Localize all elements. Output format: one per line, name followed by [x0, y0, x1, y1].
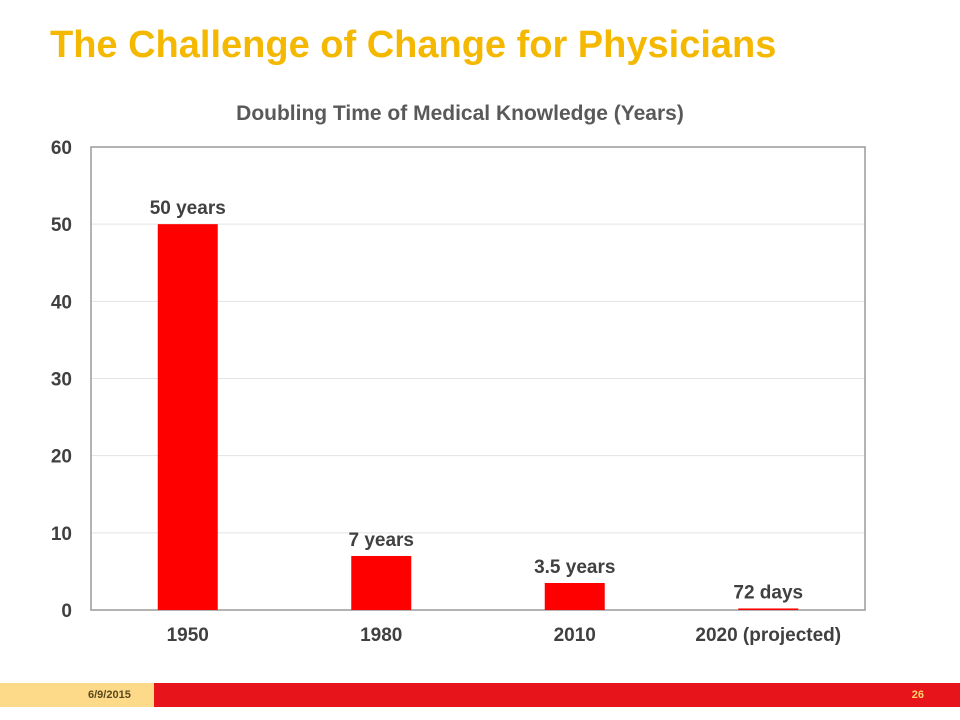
chart-title: Doubling Time of Medical Knowledge (Year… [236, 102, 684, 125]
data-label: 3.5 years [534, 557, 615, 578]
data-label: 72 days [733, 582, 803, 603]
footer-left-band [0, 683, 154, 707]
y-tick-label: 30 [51, 370, 72, 391]
y-tick-label: 20 [51, 447, 72, 468]
footer-right-band [154, 683, 960, 707]
y-tick-label: 40 [51, 292, 72, 313]
bar [157, 224, 218, 610]
y-tick-label: 10 [51, 524, 72, 545]
bar [738, 608, 799, 610]
bar [351, 555, 412, 610]
data-label: 50 years [150, 198, 226, 219]
bar [544, 582, 605, 610]
data-label: 7 years [348, 530, 414, 551]
x-tick-label: 2020 (projected) [695, 625, 841, 646]
slide-title: The Challenge of Change for Physicians [50, 24, 777, 66]
footer-date: 6/9/2015 [88, 689, 131, 701]
page-number: 26 [911, 689, 924, 701]
x-tick-label: 1950 [167, 625, 209, 646]
x-tick-label: 2010 [554, 625, 596, 646]
y-tick-label: 0 [61, 601, 72, 622]
bar-chart: Doubling Time of Medical Knowledge (Year… [51, 102, 866, 646]
plot-area-border [90, 146, 866, 611]
x-tick-label: 1980 [360, 625, 402, 646]
y-tick-label: 50 [51, 215, 72, 236]
y-tick-label: 60 [51, 138, 72, 159]
